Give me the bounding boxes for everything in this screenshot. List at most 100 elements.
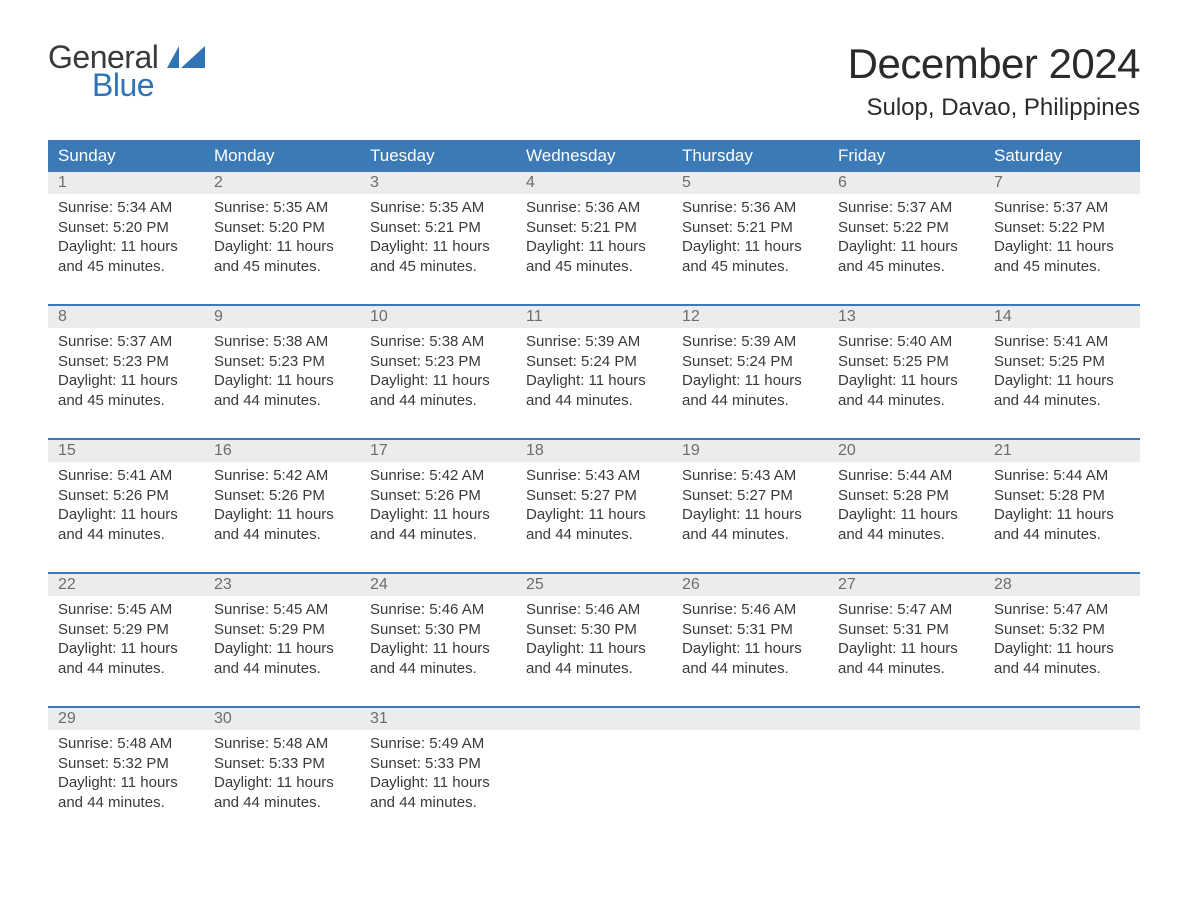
cell-line-d2: and 45 minutes.	[370, 257, 506, 277]
day-cell: Sunrise: 5:34 AMSunset: 5:20 PMDaylight:…	[48, 194, 204, 305]
cell-line-ss: Sunset: 5:20 PM	[58, 218, 194, 238]
cell-line-d2: and 44 minutes.	[994, 391, 1130, 411]
cell-line-d2: and 44 minutes.	[838, 391, 974, 411]
day-number: 26	[672, 574, 828, 596]
day-number: 8	[48, 306, 204, 328]
day-number: 13	[828, 306, 984, 328]
day-number: 4	[516, 172, 672, 194]
cell-line-d1: Daylight: 11 hours	[214, 371, 350, 391]
cell-line-sr: Sunrise: 5:43 AM	[526, 466, 662, 486]
day-number: 15	[48, 440, 204, 462]
day-number: 6	[828, 172, 984, 194]
cell-line-d1: Daylight: 11 hours	[526, 505, 662, 525]
cell-line-ss: Sunset: 5:21 PM	[682, 218, 818, 238]
detail-row: Sunrise: 5:34 AMSunset: 5:20 PM Daylight:…	[48, 194, 1140, 305]
day-cell	[828, 730, 984, 822]
day-cell: Sunrise: 5:45 AMSunset: 5:29 PMDaylight:…	[48, 596, 204, 707]
day-cell: Sunrise: 5:41 AMSunset: 5:25 PMDaylight:…	[984, 328, 1140, 439]
flag-icon	[167, 46, 205, 68]
cell-line-ss: Sunset: 5:29 PM	[214, 620, 350, 640]
cell-line-d2: and 44 minutes.	[370, 525, 506, 545]
day-number: 23	[204, 574, 360, 596]
day-cell: Sunrise: 5:48 AMSunset: 5:32 PMDaylight:…	[48, 730, 204, 822]
day-number: 29	[48, 708, 204, 730]
detail-row: Sunrise: 5:48 AM Sunset: 5:32 PM Daylight:…	[48, 730, 1140, 822]
cell-line-sr: Sunrise: 5:44 AM	[994, 466, 1130, 486]
cell-line-d2: and 45 minutes.	[214, 257, 350, 277]
cell-line-sr: Sunrise: 5:40 AM	[838, 332, 974, 352]
day-number: 21	[984, 440, 1140, 462]
cell-line-d1: Daylight: 11 hours	[838, 237, 974, 257]
day-cell: Sunrise: 5:46 AMSunset: 5:30 PMDaylight:…	[516, 596, 672, 707]
cell-line-sr: Sunrise: 5:48 AM	[214, 734, 350, 754]
dayhead-saturday: Saturday	[984, 140, 1140, 172]
day-cell: Sunrise: 5:47 AMSunset: 5:32 PMDaylight:…	[984, 596, 1140, 707]
cell-line-d2: and 44 minutes.	[682, 391, 818, 411]
cell-line-ss: Sunset: 5:26 PM	[58, 486, 194, 506]
cell-line-d2: and 44 minutes.	[58, 659, 194, 679]
cell-line-ss: Sunset: 5:27 PM	[526, 486, 662, 506]
cell-line-ss: Sunset: 5:32 PM	[994, 620, 1130, 640]
day-number: 9	[204, 306, 360, 328]
cell-line-sr: Sunrise: 5:46 AM	[682, 600, 818, 620]
cell-line-ss: Sunset: 5:23 PM	[214, 352, 350, 372]
detail-row: Sunrise: 5:45 AMSunset: 5:29 PMDaylight:…	[48, 596, 1140, 707]
logo: General Blue	[48, 40, 205, 102]
cell-line-d1: Daylight: 11 hours	[526, 237, 662, 257]
day-number: 19	[672, 440, 828, 462]
cell-line-d2: and 45 minutes.	[58, 391, 194, 411]
cell-line-d2: and 45 minutes.	[682, 257, 818, 277]
cell-line-ss: Sunset: 5:22 PM	[838, 218, 974, 238]
day-number	[984, 708, 1140, 730]
cell-line-ss: Sunset: 5:25 PM	[838, 352, 974, 372]
cell-line-ss: Sunset: 5:23 PM	[58, 352, 194, 372]
cell-line-d2: and 44 minutes.	[370, 793, 506, 813]
dayhead-row: Sunday Monday Tuesday Wednesday Thursday…	[48, 140, 1140, 172]
day-number: 20	[828, 440, 984, 462]
cell-line-ss: Sunset: 5:27 PM	[682, 486, 818, 506]
cell-line-d1: Daylight: 11 hours	[58, 639, 194, 659]
day-cell: Sunrise: 5:42 AMSunset: 5:26 PMDaylight:…	[360, 462, 516, 573]
cell-line-sr: Sunrise: 5:45 AM	[58, 600, 194, 620]
daynum-row: 1234567	[48, 172, 1140, 194]
cell-line-d2: and 44 minutes.	[526, 391, 662, 411]
daynum-row: 22232425262728	[48, 574, 1140, 596]
cell-line-d2: and 45 minutes.	[58, 257, 194, 277]
daynum-row: 293031	[48, 708, 1140, 730]
cell-line-sr: Sunrise: 5:35 AM	[370, 198, 506, 218]
cell-line-ss: Sunset: 5:30 PM	[526, 620, 662, 640]
cell-line-ss: Sunset: 5:30 PM	[370, 620, 506, 640]
cell-line-sr: Sunrise: 5:44 AM	[838, 466, 974, 486]
cell-line-ss: Sunset: 5:21 PM	[370, 218, 506, 238]
cell-line-ss: Sunset: 5:32 PM	[58, 754, 194, 774]
day-number: 22	[48, 574, 204, 596]
cell-line-sr: Sunrise: 5:37 AM	[838, 198, 974, 218]
cell-line-d2: and 44 minutes.	[214, 659, 350, 679]
month-title: December 2024	[848, 40, 1140, 88]
detail-row: Sunrise: 5:41 AMSunset: 5:26 PM Daylight:…	[48, 462, 1140, 573]
cell-line-d1: Daylight: 11 hours	[370, 639, 506, 659]
cell-line-sr: Sunrise: 5:34 AM	[58, 198, 194, 218]
cell-line-d1: Daylight: 11 hours	[994, 371, 1130, 391]
cell-line-d2: and 44 minutes.	[214, 793, 350, 813]
cell-line-d2: and 44 minutes.	[682, 525, 818, 545]
day-cell: Sunrise: 5:46 AMSunset: 5:31 PMDaylight:…	[672, 596, 828, 707]
cell-line-sr: Sunrise: 5:41 AM	[994, 332, 1130, 352]
dayhead-thursday: Thursday	[672, 140, 828, 172]
cell-line-sr: Sunrise: 5:38 AM	[370, 332, 506, 352]
cell-line-ss: Sunset: 5:29 PM	[58, 620, 194, 640]
day-number: 5	[672, 172, 828, 194]
day-number: 14	[984, 306, 1140, 328]
cell-line-d1: Daylight: 11 hours	[214, 773, 350, 793]
cell-line-ss: Sunset: 5:31 PM	[838, 620, 974, 640]
cell-line-d2: and 45 minutes.	[526, 257, 662, 277]
cell-line-d2: and 44 minutes.	[526, 659, 662, 679]
day-cell: Sunrise: 5:36 AMSunset: 5:21 PMDaylight:…	[516, 194, 672, 305]
day-cell: Sunrise: 5:36 AMSunset: 5:21 PMDaylight:…	[672, 194, 828, 305]
cell-line-sr: Sunrise: 5:35 AM	[214, 198, 350, 218]
day-cell: Sunrise: 5:37 AMSunset: 5:23 PMDaylight:…	[48, 328, 204, 439]
cell-line-sr: Sunrise: 5:43 AM	[682, 466, 818, 486]
dayhead-tuesday: Tuesday	[360, 140, 516, 172]
cell-line-sr: Sunrise: 5:36 AM	[682, 198, 818, 218]
cell-line-sr: Sunrise: 5:41 AM	[58, 466, 194, 486]
